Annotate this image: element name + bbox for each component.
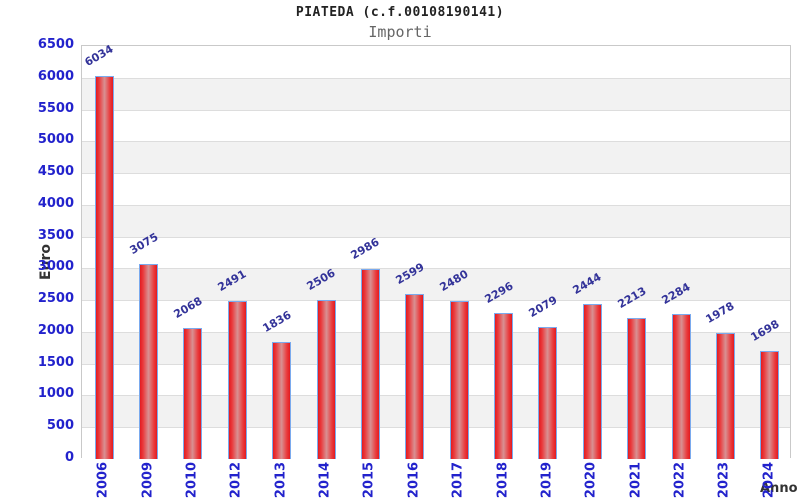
y-tick-label: 0 [64, 450, 74, 465]
gridline [82, 395, 790, 397]
y-tick-label: 5500 [37, 100, 74, 116]
x-tick-label: 2020 [583, 461, 599, 499]
bar-2021 [627, 318, 647, 459]
gridline [82, 173, 790, 175]
gridline [82, 77, 790, 79]
x-tick-label: 2010 [184, 461, 200, 499]
gridline [82, 141, 790, 143]
plot-band [82, 204, 790, 237]
y-tick-label: 3500 [37, 227, 74, 243]
bar-2019 [538, 326, 558, 459]
x-tick-label: 2017 [450, 461, 466, 499]
y-tick-label: 2000 [37, 322, 74, 338]
plot-band [82, 236, 790, 269]
bar-2006 [94, 75, 114, 459]
x-tick-label: 2016 [406, 461, 422, 499]
bar-2014 [316, 299, 336, 459]
x-tick-label: 2012 [228, 461, 244, 499]
bar-2017 [449, 301, 469, 459]
plot-band [82, 77, 790, 110]
gridline [82, 363, 790, 365]
bar-2022 [671, 313, 691, 459]
x-tick-label: 2019 [539, 461, 555, 499]
gridline [82, 109, 790, 111]
x-axis-title: Anno [760, 481, 798, 496]
y-tick-label: 1500 [37, 354, 74, 370]
bar-2023 [715, 333, 735, 459]
bar-2016 [405, 293, 425, 459]
plot-band [82, 109, 790, 142]
bar-2012 [227, 300, 247, 459]
gridline [82, 268, 790, 270]
gridline [82, 300, 790, 302]
y-tick-label: 500 [46, 418, 74, 434]
gridline [82, 204, 790, 206]
y-tick-label: 1000 [37, 386, 74, 402]
bar-2020 [582, 303, 602, 459]
y-tick-label: 6000 [37, 68, 74, 84]
chart-title: PIATEDA (c.f.00108190141) [295, 5, 505, 20]
gridline [82, 331, 790, 333]
plot-band [82, 141, 790, 174]
y-tick-label: 4500 [37, 164, 74, 180]
bar-2015 [360, 269, 380, 459]
bar-2013 [272, 342, 292, 459]
x-tick-label: 2014 [317, 461, 333, 499]
plot-area: 6034 3075 2068 2491 1836 2506 2986 2599 2480 2296… [81, 42, 791, 459]
x-tick-label: 2009 [140, 461, 156, 499]
x-tick-label: 2022 [672, 461, 688, 499]
x-tick-label: 2018 [495, 461, 511, 499]
chart-subtitle: Importi [368, 23, 432, 41]
y-tick-label: 3000 [37, 259, 74, 275]
x-tick-label: 2015 [361, 461, 377, 499]
y-tick-label: 2500 [37, 291, 74, 307]
bar-2018 [494, 313, 514, 459]
bar-2010 [183, 327, 203, 459]
x-tick-label: 2024 [761, 461, 777, 499]
y-tick-label: 5000 [37, 132, 74, 148]
y-tick-label: 4000 [37, 195, 74, 211]
bar-2009 [139, 263, 159, 459]
gridline [82, 236, 790, 238]
bar-2024 [760, 351, 780, 459]
gridline [82, 427, 790, 429]
x-tick-label: 2021 [628, 461, 644, 499]
plot-band [82, 173, 790, 205]
y-tick-label: 6500 [37, 37, 74, 52]
plot-band [82, 46, 790, 78]
plot-band [82, 268, 790, 301]
x-tick-label: 2013 [273, 461, 289, 499]
x-tick-label: 2023 [716, 461, 732, 499]
x-tick-label: 2006 [95, 461, 111, 499]
